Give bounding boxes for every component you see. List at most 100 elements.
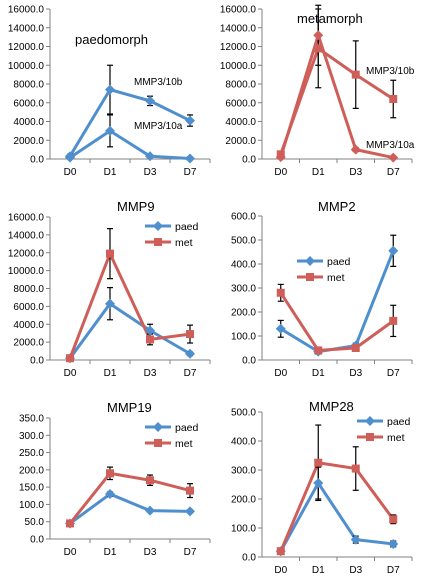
data-point xyxy=(313,478,324,489)
y-tick-label: 0.0 xyxy=(30,356,44,367)
y-tick-label: 0.0 xyxy=(242,553,256,564)
y-tick-label: 0.0 xyxy=(242,155,256,166)
data-point xyxy=(351,344,360,352)
legend-marker xyxy=(365,416,375,426)
y-tick-label: 14000.0 xyxy=(220,23,257,34)
x-tick-label: D0 xyxy=(64,368,77,379)
x-tick-label: D1 xyxy=(312,565,325,576)
series-line-MMP3/10b xyxy=(279,46,395,155)
data-point xyxy=(105,125,115,136)
x-tick-label: D3 xyxy=(349,565,362,576)
data-point xyxy=(276,547,285,556)
x-tick-label: D0 xyxy=(274,167,287,178)
y-tick-label: 4000.0 xyxy=(13,117,44,128)
data-point xyxy=(185,153,195,164)
series-label: MMP3/10a xyxy=(134,121,183,132)
x-tick-label: D3 xyxy=(144,368,157,379)
chart-title: MMP19 xyxy=(107,400,152,415)
legend-label: paed xyxy=(175,422,199,434)
data-point xyxy=(145,325,155,336)
series-line-MMP3/10a xyxy=(279,33,394,160)
data-point xyxy=(105,84,115,95)
series-line-MMP3/10a xyxy=(69,129,191,161)
data-point xyxy=(388,538,399,549)
y-tick-label: 250.0 xyxy=(19,448,44,459)
data-point xyxy=(314,346,323,355)
legend: paed met xyxy=(145,422,199,450)
data-point xyxy=(145,151,155,162)
y-tick-label: 2000.0 xyxy=(13,136,44,147)
legend-label: paed xyxy=(175,221,199,233)
x-tick-label: D1 xyxy=(104,368,117,379)
data-point xyxy=(388,245,399,256)
y-tick-label: 600.0 xyxy=(231,212,256,223)
y-tick-label: 12000.0 xyxy=(8,248,45,259)
y-tick-label: 100.0 xyxy=(19,500,44,511)
x-tick-label: D0 xyxy=(274,565,287,576)
series-label: MMP3/10a xyxy=(366,140,415,151)
series-label: MMP3/10b xyxy=(366,66,415,77)
chart-title: MMP9 xyxy=(117,199,155,214)
chart-panel-5: MMP19 0.0 50.0 100.0 150.0 200.0 250.0 300.0 350… xyxy=(19,400,211,558)
series-line-paed xyxy=(68,302,191,360)
y-tick-label: 200.0 xyxy=(231,308,256,319)
y-tick-label: 8000.0 xyxy=(13,80,44,91)
legend-marker xyxy=(306,273,314,281)
y-tick-label: 12000.0 xyxy=(220,42,257,53)
y-tick-label: 10000.0 xyxy=(220,61,257,72)
series-line-met xyxy=(68,252,191,359)
data-point xyxy=(389,95,398,103)
x-tick-label: D1 xyxy=(104,167,117,178)
legend-marker xyxy=(153,221,163,231)
chart-panel-3: MMP9 0.0 2000.0 4000.0 6000.0 8000.0 10000.0 12… xyxy=(8,199,211,379)
data-point xyxy=(186,486,194,495)
y-tick-label: 6000.0 xyxy=(13,98,44,109)
chart-panel-4: MMP2 0.0 100.0 200.0 300.0 400.0 500.0 600.0 D0 D… xyxy=(231,199,413,379)
data-point xyxy=(389,316,398,325)
x-tick-label: D0 xyxy=(274,368,287,379)
y-tick-label: 8000.0 xyxy=(225,80,256,91)
legend-label: met xyxy=(387,432,405,444)
legend-label: met xyxy=(175,237,193,249)
y-tick-label: 8000.0 xyxy=(13,284,44,295)
y-tick-label: 200.0 xyxy=(19,465,44,476)
data-point xyxy=(350,534,361,545)
data-point xyxy=(105,298,115,309)
data-point xyxy=(106,249,114,258)
legend-marker xyxy=(154,238,162,246)
chart-title: paedomorph xyxy=(75,32,148,47)
chart-title: MMP2 xyxy=(318,199,356,214)
y-tick-label: 150.0 xyxy=(19,483,44,494)
data-point xyxy=(106,469,114,478)
y-tick-label: 500.0 xyxy=(231,408,256,419)
data-point xyxy=(145,505,155,516)
data-point xyxy=(185,115,195,126)
data-point xyxy=(145,95,155,106)
data-point xyxy=(185,506,195,517)
legend: paed met xyxy=(145,221,199,249)
x-tick-label: D0 xyxy=(64,547,77,558)
y-tick-label: 16000.0 xyxy=(8,5,45,16)
x-tick-label: D3 xyxy=(144,547,157,558)
data-point xyxy=(314,458,323,467)
data-point xyxy=(275,323,286,334)
legend-label: paed xyxy=(387,416,411,428)
data-point xyxy=(275,152,286,163)
y-tick-label: 200.0 xyxy=(231,495,256,506)
chart-panel-1: paedomorph 0.0 2000.0 4000.0 6000.0 8000.0 100… xyxy=(8,5,211,178)
y-tick-label: 350.0 xyxy=(19,414,44,425)
y-tick-label: 500.0 xyxy=(231,236,256,247)
legend-marker xyxy=(153,422,163,432)
x-tick-label: D3 xyxy=(349,368,362,379)
data-point xyxy=(146,335,154,344)
y-tick-label: 0.0 xyxy=(30,155,44,166)
legend-marker xyxy=(154,439,162,447)
y-tick-label: 10000.0 xyxy=(8,266,45,277)
chart-panel-6: MMP28 0.0 100.0 200.0 300.0 400.0 500.0 D0 D1 D3 D… xyxy=(231,399,413,576)
x-tick-label: D1 xyxy=(312,167,325,178)
data-point xyxy=(186,330,194,339)
y-tick-label: 14000.0 xyxy=(8,230,45,241)
x-tick-label: D3 xyxy=(349,167,362,178)
series-line-paed xyxy=(69,492,191,525)
y-tick-label: 14000.0 xyxy=(8,23,45,34)
